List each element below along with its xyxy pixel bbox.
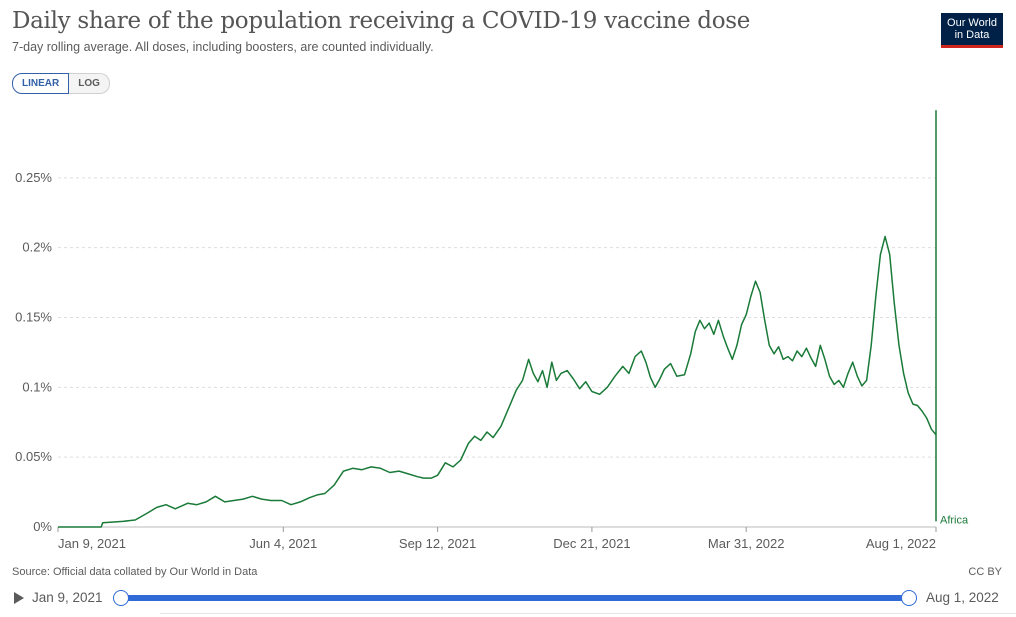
timeline-baseline bbox=[160, 613, 1016, 614]
x-tick-label: Mar 31, 2022 bbox=[708, 536, 785, 551]
owid-logo[interactable]: Our World in Data bbox=[941, 13, 1003, 48]
x-tick-label: Dec 21, 2021 bbox=[553, 536, 630, 551]
x-tick-label: Jan 9, 2021 bbox=[58, 536, 126, 551]
chart-title: Daily share of the population receiving … bbox=[12, 8, 751, 34]
series-layer: Africa bbox=[58, 110, 969, 528]
play-icon[interactable] bbox=[14, 592, 24, 604]
y-tick-label: 0.1% bbox=[22, 379, 52, 394]
y-tick-label: 0.15% bbox=[15, 310, 52, 325]
grid-layer bbox=[58, 177, 936, 528]
y-tick-labels: 0% 0.05% 0.1% 0.15% 0.2% 0.25% bbox=[15, 170, 52, 534]
line-chart: 0% 0.05% 0.1% 0.15% 0.2% 0.25% Jan 9, 2021 Jun… bbox=[15, 110, 969, 551]
y-tick-label: 0.05% bbox=[15, 449, 52, 464]
y-tick-label: 0.25% bbox=[15, 170, 52, 185]
license-link[interactable]: CC BY bbox=[968, 566, 1002, 578]
x-tick-label: Sep 12, 2021 bbox=[399, 536, 476, 551]
timeline-end-handle[interactable] bbox=[901, 590, 917, 606]
series-label: Africa bbox=[940, 514, 969, 526]
linear-scale-button[interactable]: LINEAR bbox=[12, 73, 70, 94]
source-note: Source: Official data collated by Our Wo… bbox=[12, 566, 258, 578]
logo-line-2: in Data bbox=[954, 29, 990, 41]
logo-line-1: Our World bbox=[947, 17, 997, 29]
scale-toggle: LINEAR LOG bbox=[12, 73, 110, 94]
x-tick-label: Jun 4, 2021 bbox=[249, 536, 317, 551]
y-tick-label: 0% bbox=[33, 519, 52, 534]
x-tick-label: Aug 1, 2022 bbox=[866, 536, 936, 551]
series-line-africa bbox=[58, 110, 937, 528]
timeline-track[interactable] bbox=[121, 595, 909, 601]
chart-subtitle: 7-day rolling average. All doses, includ… bbox=[12, 40, 434, 54]
log-scale-button[interactable]: LOG bbox=[69, 73, 110, 94]
x-tick-labels: Jan 9, 2021 Jun 4, 2021 Sep 12, 2021 Dec 21… bbox=[57, 527, 937, 551]
timeline-end-label: Aug 1, 2022 bbox=[926, 590, 999, 605]
timeline: Jan 9, 2021 Aug 1, 2022 bbox=[0, 584, 1016, 614]
logo-accent-bar bbox=[941, 45, 1003, 48]
timeline-start-handle[interactable] bbox=[113, 590, 129, 606]
timeline-start-label: Jan 9, 2021 bbox=[32, 590, 103, 605]
y-tick-label: 0.2% bbox=[22, 240, 52, 255]
